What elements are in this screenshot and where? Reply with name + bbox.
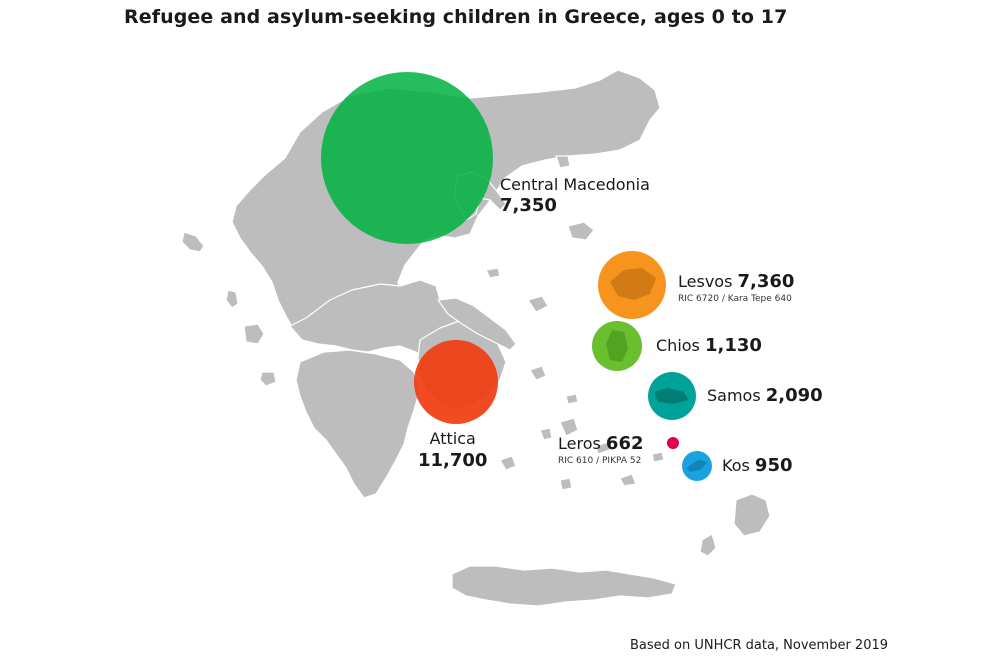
milos (499, 455, 517, 471)
label-chios: Chios 1,130 (656, 336, 762, 356)
amorgos (595, 441, 611, 455)
map-title: Refugee and asylum-seeking children in G… (124, 6, 788, 28)
chios-name: Chios (656, 336, 700, 355)
lesvos-island-shape (610, 268, 656, 300)
chios-value: 1,130 (704, 335, 762, 356)
label-samos: Samos 2,090 (707, 386, 823, 406)
thasos (555, 155, 571, 169)
paros (539, 427, 553, 441)
label-central-macedonia: Central Macedonia 7,350 (500, 176, 650, 215)
karpathos (699, 533, 717, 557)
lesvos-value: 7,360 (737, 271, 795, 292)
skopelos (485, 267, 501, 279)
kefalonia (243, 323, 265, 345)
evia (437, 297, 517, 351)
samos-island-shape (654, 388, 688, 404)
label-leros: Leros 662 RIC 610 / PIKPA 52 (558, 434, 644, 467)
central-macedonia-name: Central Macedonia (500, 175, 650, 194)
central-macedonia-value: 7,350 (500, 194, 557, 216)
attica-name: Attica (429, 429, 476, 448)
label-lesvos: Lesvos 7,360 RIC 6720 / Kara Tepe 640 (678, 272, 794, 305)
leros-value: 662 (605, 433, 644, 454)
samos-name: Samos (707, 386, 761, 405)
lemnos (567, 221, 595, 241)
leros-detail: RIC 610 / PIKPA 52 (558, 455, 642, 466)
lefkada (225, 289, 239, 309)
andros (529, 365, 547, 381)
lesvos-detail: RIC 6720 / Kara Tepe 640 (678, 293, 792, 304)
lesvos-name: Lesvos (678, 272, 733, 291)
samos-value: 2,090 (765, 385, 823, 406)
astypalaia (619, 473, 637, 487)
source-note: Based on UNHCR data, November 2019 (630, 638, 889, 653)
kos-name: Kos (722, 456, 750, 475)
santorini (559, 477, 573, 491)
corfu (181, 231, 205, 253)
crete (451, 565, 677, 607)
leros-name: Leros (558, 434, 601, 453)
label-attica: Attica 11,700 (418, 430, 487, 470)
kos-island-shape (686, 460, 708, 472)
attica-value: 11,700 (418, 449, 488, 471)
central-macedonia-bubble (321, 72, 493, 244)
leros-bubble (667, 437, 679, 449)
attica-bubble (414, 340, 498, 424)
label-kos: Kos 950 (722, 456, 793, 476)
peloponnese (295, 349, 421, 499)
skyros (527, 295, 549, 313)
mykonos (565, 393, 579, 405)
naxos (559, 417, 579, 437)
zakynthos (259, 371, 277, 387)
kos-value: 950 (754, 455, 793, 476)
chios-island-shape (606, 330, 628, 362)
kalymnos (651, 451, 665, 463)
rhodes (733, 493, 771, 537)
